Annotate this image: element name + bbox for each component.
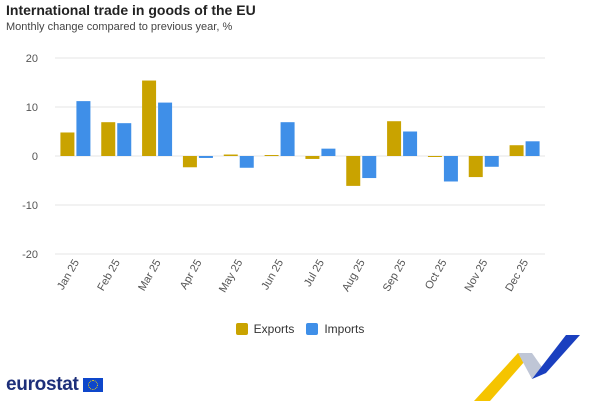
ribbon-graphic bbox=[474, 335, 580, 401]
bar-imports[interactable] bbox=[321, 148, 336, 156]
brand-name: eurostat bbox=[6, 374, 79, 395]
bar-exports[interactable] bbox=[182, 156, 197, 168]
x-tick-label: Nov 25 bbox=[463, 258, 491, 294]
x-tick-label: Jun 25 bbox=[259, 258, 286, 293]
bar-imports[interactable] bbox=[239, 156, 254, 168]
chart-title: International trade in goods of the EU bbox=[6, 2, 256, 18]
ribbon-yellow-shape bbox=[474, 353, 532, 401]
x-tick-label: Feb 25 bbox=[95, 258, 123, 294]
bar-exports[interactable] bbox=[346, 156, 361, 186]
bar-imports[interactable] bbox=[158, 102, 173, 156]
bar-exports[interactable] bbox=[101, 122, 116, 156]
bar-exports[interactable] bbox=[60, 132, 75, 156]
legend-swatch-imports bbox=[306, 323, 319, 335]
chart-legend: Exports Imports bbox=[0, 322, 600, 336]
bar-exports[interactable] bbox=[509, 145, 524, 156]
bar-imports[interactable] bbox=[76, 101, 91, 156]
ribbon-fold-shape bbox=[518, 353, 546, 379]
legend-item-imports[interactable]: Imports bbox=[306, 322, 364, 336]
legend-label-imports: Imports bbox=[324, 322, 365, 336]
y-tick-label: -20 bbox=[22, 249, 38, 261]
bar-exports[interactable] bbox=[223, 154, 238, 156]
legend-swatch-exports bbox=[235, 323, 248, 335]
y-tick-label: 20 bbox=[26, 53, 38, 65]
bar-imports[interactable] bbox=[484, 156, 499, 167]
x-tick-label: May 25 bbox=[217, 258, 245, 295]
y-tick-label: 0 bbox=[32, 151, 38, 163]
x-tick-label: Sep 25 bbox=[381, 258, 409, 294]
bar-imports[interactable] bbox=[117, 123, 132, 156]
bar-imports[interactable] bbox=[198, 156, 213, 158]
bar-exports[interactable] bbox=[305, 156, 320, 159]
chart-subtitle: Monthly change compared to previous year… bbox=[6, 21, 233, 33]
bar-imports[interactable] bbox=[403, 131, 418, 157]
x-tick-label: Dec 25 bbox=[503, 258, 531, 294]
x-tick-label: Jan 25 bbox=[55, 258, 82, 293]
bar-chart: 20 10 0 -10 -20 Jan 25 Feb 25 Mar 25 Apr 25 May 2… bbox=[22, 53, 545, 295]
x-tick-label: Oct 25 bbox=[423, 258, 450, 292]
bar-exports[interactable] bbox=[264, 155, 279, 157]
eu-flag-icon bbox=[82, 378, 103, 392]
bar-exports[interactable] bbox=[468, 156, 483, 178]
eurostat-logo: eurostat bbox=[6, 374, 103, 396]
ribbon-blue-shape bbox=[532, 335, 580, 379]
legend-item-exports[interactable]: Exports bbox=[235, 322, 295, 336]
bar-exports[interactable] bbox=[142, 80, 157, 156]
x-tick-label: Mar 25 bbox=[136, 258, 164, 294]
y-tick-label: 10 bbox=[26, 102, 38, 114]
bar-exports[interactable] bbox=[427, 156, 442, 157]
x-tick-label: Apr 25 bbox=[178, 258, 205, 292]
bar-imports[interactable] bbox=[362, 156, 377, 179]
bar-exports[interactable] bbox=[387, 121, 402, 156]
bar-imports[interactable] bbox=[443, 156, 458, 182]
x-tick-label: Aug 25 bbox=[340, 258, 368, 294]
y-tick-label: -10 bbox=[22, 200, 38, 212]
legend-label-exports: Exports bbox=[253, 322, 295, 336]
bar-imports[interactable] bbox=[525, 141, 540, 156]
bar-imports[interactable] bbox=[280, 122, 295, 156]
x-tick-label: Jul 25 bbox=[302, 258, 327, 289]
